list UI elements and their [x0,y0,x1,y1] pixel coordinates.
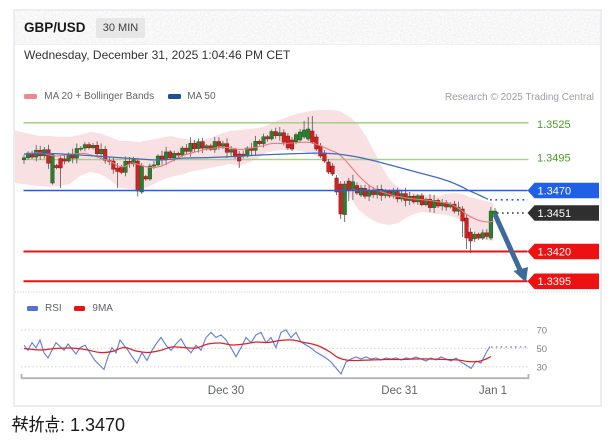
svg-text:1.3451: 1.3451 [538,208,572,220]
svg-text:Jan 1: Jan 1 [479,385,507,397]
svg-text:50: 50 [537,344,548,355]
svg-text:1.3525: 1.3525 [537,119,571,131]
svg-text:Dec 31: Dec 31 [381,385,417,397]
svg-text:Dec 30: Dec 30 [208,385,244,397]
svg-text:1.3495: 1.3495 [537,152,571,164]
svg-text:1.3470: 1.3470 [538,185,572,197]
svg-text:1.3420: 1.3420 [538,246,572,258]
svg-text:1.3395: 1.3395 [538,276,572,288]
svg-text:70: 70 [537,326,548,337]
svg-text:30: 30 [537,362,548,373]
